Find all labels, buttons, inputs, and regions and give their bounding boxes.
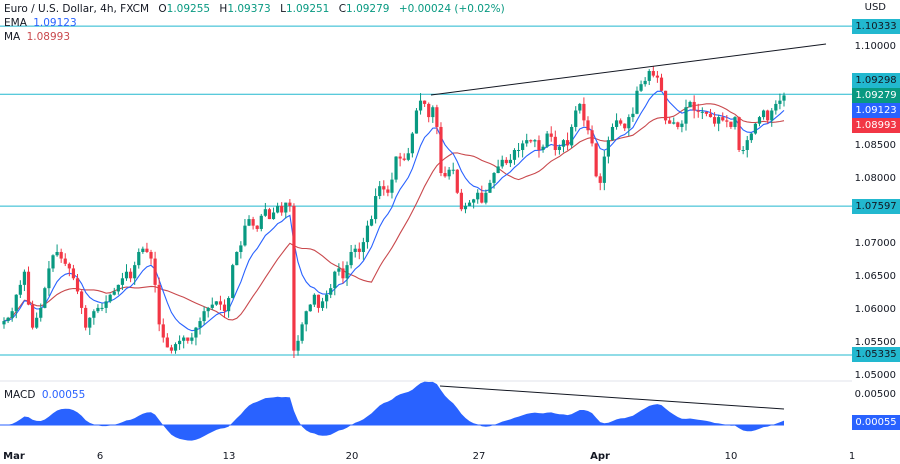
- price-tag: 1.09279: [852, 87, 900, 103]
- currency-label: USD: [864, 2, 886, 13]
- price-tag: 1.10333: [852, 18, 900, 34]
- time-tick: 1: [848, 451, 856, 462]
- ma-label: MA: [4, 31, 21, 43]
- price-tag: 1.09123: [852, 102, 900, 118]
- macd-trendline[interactable]: [439, 385, 785, 410]
- ma-line: [3, 103, 785, 322]
- price-tick: 1.10000: [854, 41, 896, 52]
- macd-value-tag: 0.00055: [852, 415, 900, 430]
- ohlc-open: 1.09255: [166, 3, 211, 15]
- macd-tick: 0.00500: [854, 389, 896, 400]
- ema-label: EMA: [4, 17, 27, 29]
- ohlc-change: +0.00024 (+0.02%): [398, 3, 505, 15]
- price-tick: 1.08000: [854, 172, 896, 184]
- ohlc-close-label: C: [338, 3, 347, 15]
- candlestick-series: [2, 66, 786, 359]
- ema-line: [3, 90, 785, 332]
- horizontal-levels[interactable]: [0, 25, 852, 356]
- macd-value: 0.00055: [41, 389, 86, 401]
- price-tag: 1.08993: [852, 117, 900, 133]
- price-tick: 1.06000: [854, 304, 896, 316]
- chart-legend-symbol: Euro / U.S. Dollar, 4h, FXCM O1.09255 H1…: [4, 3, 505, 15]
- time-tick: 20: [345, 451, 359, 462]
- price-tick: 1.05500: [854, 337, 896, 349]
- time-tick: Apr: [590, 451, 610, 462]
- time-tick: Mar: [3, 451, 25, 462]
- ohlc-low-label: L: [280, 3, 286, 15]
- ema-legend[interactable]: EMA 1.09123: [4, 17, 77, 29]
- price-tick: 1.08500: [854, 139, 896, 151]
- price-tag: 1.09298: [852, 72, 900, 88]
- ohlc-high: 1.09373: [227, 3, 271, 15]
- ohlc-high-label: H: [219, 3, 228, 15]
- ohlc-close: 1.09279: [346, 3, 390, 15]
- macd-area: [0, 381, 784, 441]
- ema-value: 1.09123: [33, 17, 77, 29]
- price-trendline[interactable]: [430, 43, 827, 96]
- time-tick: 13: [222, 451, 236, 462]
- ohlc-low: 1.09251: [285, 3, 330, 15]
- time-tick: 27: [472, 451, 486, 462]
- ohlc-open-label: O: [158, 3, 167, 15]
- price-tick: 1.05000: [854, 370, 896, 381]
- price-tick: 1.06500: [854, 271, 896, 283]
- symbol-title: Euro / U.S. Dollar, 4h, FXCM: [4, 3, 150, 15]
- price-tag: 1.05335: [852, 347, 900, 363]
- time-tick: 6: [96, 451, 104, 462]
- price-tick: 1.07000: [854, 238, 896, 250]
- macd-label: MACD: [4, 389, 36, 401]
- price-tag: 1.07597: [852, 198, 900, 214]
- ma-value: 1.08993: [26, 31, 71, 43]
- ma-legend[interactable]: MA 1.08993: [4, 31, 70, 43]
- time-tick: 10: [724, 451, 738, 462]
- macd-legend[interactable]: MACD 0.00055: [4, 389, 85, 401]
